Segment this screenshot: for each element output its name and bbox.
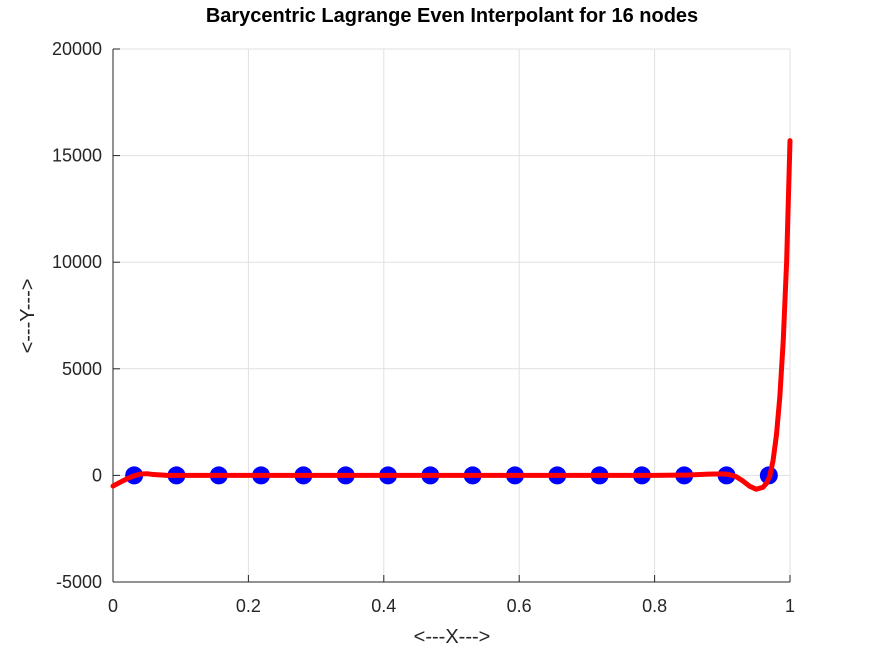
y-axis-label: <---Y--->	[17, 279, 39, 354]
y-tick-label: 0	[92, 465, 102, 485]
axes	[112, 49, 790, 583]
x-axis-label: <---X--->	[414, 626, 491, 648]
y-tick-label: 15000	[52, 146, 102, 166]
x-axis-ticks: 0 0.2 0.4 0.6 0.8 1	[108, 575, 795, 616]
y-axis-ticks: -5000 0 5000 10000 15000 20000	[52, 39, 120, 592]
x-tick-label: 0.6	[507, 596, 532, 616]
interpolant-line	[110, 138, 793, 492]
x-tick-label: 0.4	[371, 596, 396, 616]
y-tick-label: -5000	[56, 572, 102, 592]
chart-title: Barycentric Lagrange Even Interpolant fo…	[206, 5, 698, 27]
y-tick-label: 10000	[52, 252, 102, 272]
y-tick-label: 20000	[52, 39, 102, 59]
plot-marks	[110, 138, 793, 492]
x-tick-label: 1	[785, 596, 795, 616]
x-tick-label: 0.8	[642, 596, 667, 616]
x-tick-label: 0.2	[236, 596, 261, 616]
x-tick-label: 0	[108, 596, 118, 616]
y-tick-label: 5000	[62, 359, 102, 379]
